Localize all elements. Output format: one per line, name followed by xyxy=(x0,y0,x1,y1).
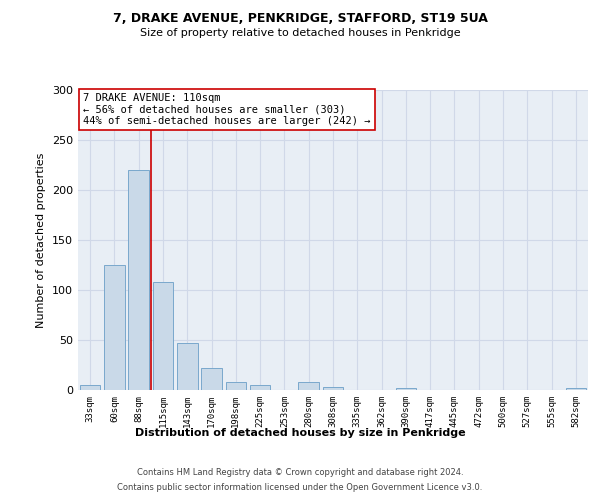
Bar xyxy=(298,382,319,390)
Text: Contains public sector information licensed under the Open Government Licence v3: Contains public sector information licen… xyxy=(118,483,482,492)
Text: Distribution of detached houses by size in Penkridge: Distribution of detached houses by size … xyxy=(134,428,466,438)
Text: Size of property relative to detached houses in Penkridge: Size of property relative to detached ho… xyxy=(140,28,460,38)
Bar xyxy=(104,265,125,390)
Text: 7, DRAKE AVENUE, PENKRIDGE, STAFFORD, ST19 5UA: 7, DRAKE AVENUE, PENKRIDGE, STAFFORD, ST… xyxy=(113,12,487,26)
Bar xyxy=(566,388,586,390)
Bar xyxy=(152,282,173,390)
Text: 7 DRAKE AVENUE: 110sqm
← 56% of detached houses are smaller (303)
44% of semi-de: 7 DRAKE AVENUE: 110sqm ← 56% of detached… xyxy=(83,93,371,126)
Bar xyxy=(395,388,416,390)
Bar xyxy=(323,387,343,390)
Bar xyxy=(250,385,271,390)
Bar xyxy=(201,368,222,390)
Bar xyxy=(226,382,246,390)
Y-axis label: Number of detached properties: Number of detached properties xyxy=(37,152,46,328)
Bar xyxy=(80,385,100,390)
Text: Contains HM Land Registry data © Crown copyright and database right 2024.: Contains HM Land Registry data © Crown c… xyxy=(137,468,463,477)
Bar xyxy=(177,343,197,390)
Bar xyxy=(128,170,149,390)
